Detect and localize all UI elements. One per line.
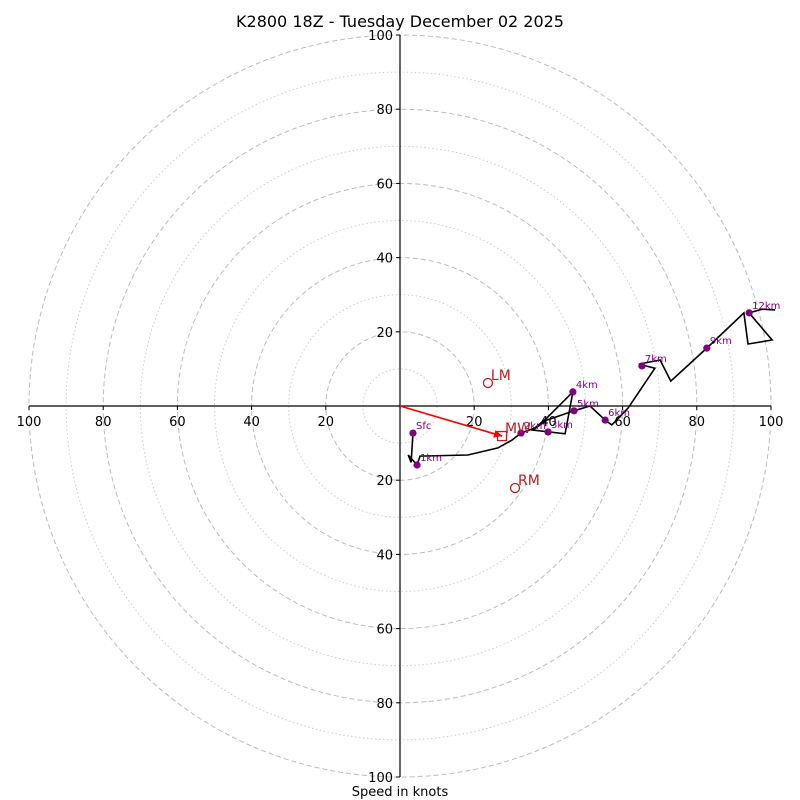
height-marker-label: 7km <box>645 354 667 365</box>
lm-marker <box>482 377 494 389</box>
tick-label-left: 80 <box>95 415 112 430</box>
tick-label-right: 80 <box>689 415 706 430</box>
tick-label-left: 20 <box>318 415 335 430</box>
height-marker-dot <box>413 461 421 469</box>
tick-label-up: 40 <box>376 252 393 267</box>
height-marker-label: 5km <box>577 399 599 410</box>
height-marker-dot <box>601 416 609 424</box>
height-marker-label: 3km <box>551 420 573 431</box>
chart-title: K2800 18Z - Tuesday December 02 2025 <box>236 12 564 31</box>
height-marker-label: 4km <box>576 380 598 391</box>
rm-label: RM <box>518 473 540 489</box>
tick-label-up: 80 <box>376 103 393 118</box>
height-marker-label: Sfc <box>416 421 431 432</box>
tick-label-down: 20 <box>376 474 393 489</box>
tick-label-up: 60 <box>376 177 393 192</box>
height-marker-label: 6km <box>608 408 630 419</box>
height-markers: Sfc 1km 2km 3km 4km 5km 6km 7km 9km 12km <box>409 301 780 469</box>
height-marker-dot <box>638 362 646 370</box>
tick-label-up: 100 <box>368 29 393 44</box>
x-axis-label: Speed in knots <box>352 785 449 800</box>
mean-wind-shaft <box>399 405 503 437</box>
tick-label-down: 60 <box>376 623 393 638</box>
tick-label-down: 40 <box>376 548 393 563</box>
mw-label: MW <box>505 421 531 437</box>
height-marker-label: 2km <box>524 421 546 432</box>
height-marker-dot <box>745 309 753 317</box>
height-marker-dot <box>569 388 577 396</box>
height-marker-dot <box>544 428 552 436</box>
lm-label: LM <box>491 368 511 384</box>
tick-label-left: 60 <box>169 415 186 430</box>
height-marker-label: 12km <box>752 301 780 312</box>
tick-label-down: 80 <box>376 697 393 712</box>
tick-label-down: 100 <box>368 771 393 786</box>
height-marker-label: 9km <box>710 336 732 347</box>
tick-label-up: 20 <box>376 326 393 341</box>
tick-label-left: 40 <box>243 415 260 430</box>
tick-label-right: 100 <box>759 415 784 430</box>
storm-motion-markers: LM RM MW <box>482 368 540 494</box>
rm-marker <box>509 482 521 494</box>
height-marker-dot <box>517 429 525 437</box>
height-marker-dot <box>570 407 578 415</box>
tick-label-left: 100 <box>17 415 42 430</box>
height-marker-dot <box>703 344 711 352</box>
height-marker-dot <box>409 429 417 437</box>
axis-ticks: 2020202040404040606060608080808010010010… <box>17 29 784 786</box>
mw-marker <box>496 430 508 442</box>
height-marker-label: 1km <box>420 453 442 464</box>
